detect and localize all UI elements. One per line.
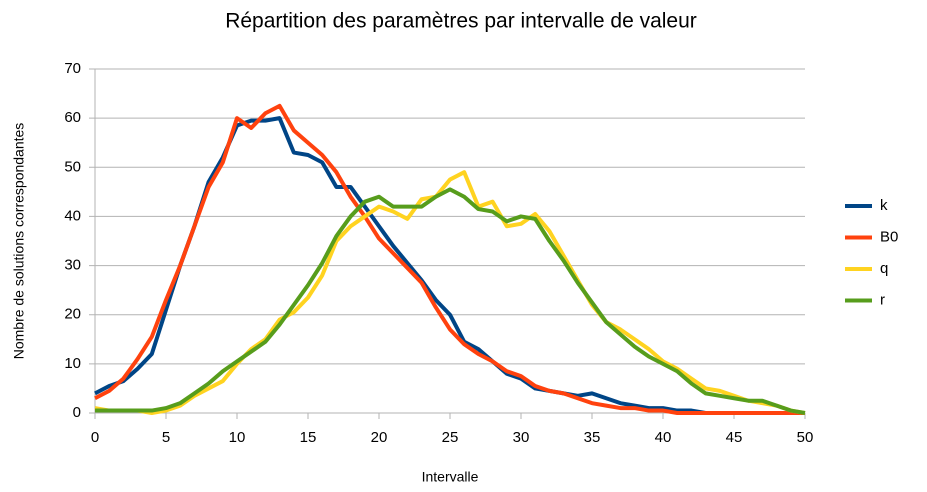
x-tick-label: 45 (726, 429, 743, 446)
x-tick-label: 10 (229, 429, 246, 446)
y-tick-label: 70 (64, 60, 81, 77)
x-axis-label: Intervalle (422, 469, 479, 485)
legend-label: r (880, 291, 885, 308)
y-tick-label: 60 (64, 109, 81, 126)
legend-label: B0 (880, 228, 898, 245)
x-tick-label: 15 (300, 429, 317, 446)
x-tick-label: 5 (162, 429, 170, 446)
x-tick-label: 20 (371, 429, 388, 446)
chart-title: Répartition des paramètres par intervall… (225, 10, 697, 33)
x-tick-label: 0 (91, 429, 99, 446)
series-line (94, 170, 806, 415)
legend-label: k (880, 197, 888, 214)
x-tick-label: 25 (442, 429, 459, 446)
x-tick-label: 35 (584, 429, 601, 446)
y-tick-label: 20 (64, 306, 81, 323)
y-tick-label: 30 (64, 257, 81, 274)
series-line (95, 187, 806, 415)
series-line (94, 103, 805, 415)
y-tick-label: 50 (64, 158, 81, 175)
legend-label: q (880, 260, 888, 277)
x-tick-label: 40 (655, 429, 672, 446)
y-axis-label: Nombre de solutions correspondantes (11, 123, 27, 360)
x-tick-label: 50 (797, 429, 814, 446)
y-tick-label: 40 (64, 207, 81, 224)
x-tick-label: 30 (513, 429, 530, 446)
series-line (94, 116, 805, 415)
y-tick-label: 0 (73, 404, 81, 421)
y-tick-label: 10 (64, 355, 81, 372)
